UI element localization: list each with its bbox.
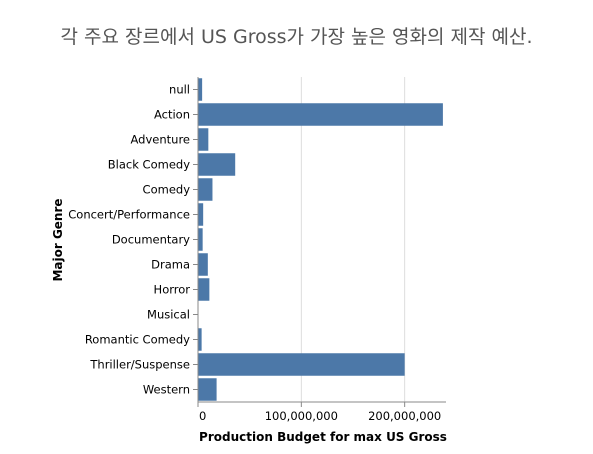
x-tick-label: 0 — [199, 409, 206, 423]
y-tick-label: Drama — [151, 258, 190, 272]
y-tick-label: Documentary — [112, 233, 190, 247]
y-axis-title: Major Genre — [51, 198, 65, 281]
y-tick-label: Black Comedy — [108, 158, 190, 172]
y-tick-label: Adventure — [131, 133, 190, 147]
y-tick-label: Horror — [154, 283, 191, 297]
x-tick-label: 100,000,000 — [265, 409, 338, 423]
bar — [198, 378, 217, 401]
bar — [198, 178, 213, 201]
bar — [198, 128, 209, 151]
bar — [198, 103, 443, 126]
chart-title: 각 주요 장르에서 US Gross가 가장 높은 영화의 제작 예산. — [60, 26, 533, 48]
bar — [198, 228, 203, 251]
bar — [198, 78, 203, 101]
y-tick-label: Concert/Performance — [68, 208, 190, 222]
x-axis: 0 100,000,000 200,000,000 — [197, 401, 446, 423]
bar — [198, 328, 202, 351]
bar — [198, 353, 405, 376]
y-tick-label: Romantic Comedy — [85, 333, 190, 347]
y-axis: null Action Adventure Black Comedy Comedy Con… — [68, 77, 199, 402]
y-tick-label: Comedy — [143, 183, 191, 197]
bar — [198, 203, 204, 226]
y-tick-label: Western — [143, 383, 190, 397]
x-tick-label: 200,000,000 — [368, 409, 441, 423]
bar — [198, 278, 210, 301]
x-axis-title: Production Budget for max US Gross — [199, 430, 447, 444]
y-tick-label: Musical — [147, 308, 190, 322]
bars — [198, 78, 443, 401]
y-tick-label: Thriller/Suspense — [89, 358, 190, 372]
bar — [198, 253, 208, 276]
y-tick-label: null — [169, 83, 190, 97]
y-tick-label: Action — [154, 108, 190, 122]
bar — [198, 153, 236, 176]
